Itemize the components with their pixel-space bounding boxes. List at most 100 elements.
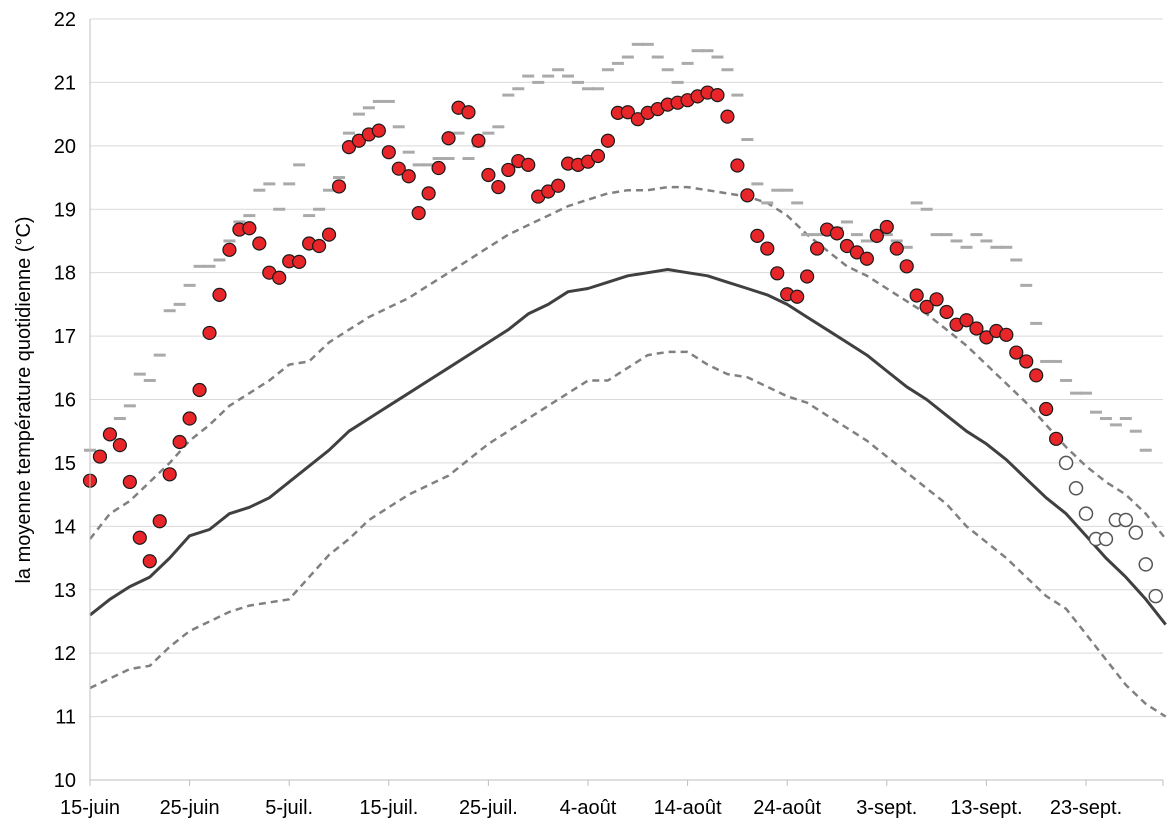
observed-point bbox=[311, 238, 327, 254]
y-tick-label: 16 bbox=[54, 390, 76, 412]
forecast-point bbox=[1138, 557, 1154, 572]
y-tick-label: 20 bbox=[54, 136, 76, 158]
observed-point bbox=[391, 161, 406, 176]
observed-point bbox=[521, 157, 536, 172]
y-tick-labels: 10 11 12 13 14 15 16 17 18 19 20 21 22 bbox=[54, 9, 76, 792]
forecast-point bbox=[1058, 455, 1074, 471]
y-tick-label: 15 bbox=[54, 453, 76, 475]
observed-point bbox=[122, 474, 137, 490]
observed-point bbox=[849, 245, 865, 260]
x-tick-label: 15-juin bbox=[60, 797, 120, 819]
observed-point bbox=[381, 145, 396, 160]
forecast-point bbox=[1128, 525, 1144, 540]
observed-point bbox=[461, 105, 476, 120]
gridlines bbox=[90, 18, 1163, 718]
observed-point bbox=[770, 266, 785, 281]
observed-point bbox=[351, 133, 367, 148]
observed-point bbox=[959, 313, 974, 328]
observed-point bbox=[600, 133, 616, 148]
series-markers bbox=[82, 42, 1163, 604]
observed-point bbox=[551, 178, 566, 193]
observed-point bbox=[1009, 345, 1024, 360]
observed-point bbox=[1049, 431, 1064, 446]
bound-line bbox=[89, 350, 1167, 718]
observed-point bbox=[501, 162, 516, 178]
observed-point bbox=[272, 270, 287, 285]
observed-point bbox=[879, 219, 894, 235]
x-tick-label: 23-sept. bbox=[1050, 797, 1122, 819]
observed-point bbox=[132, 530, 147, 545]
observed-point bbox=[421, 186, 436, 201]
observed-point bbox=[839, 238, 855, 254]
observed-point bbox=[491, 179, 506, 195]
observed-point bbox=[242, 221, 257, 236]
observed-point bbox=[919, 299, 934, 315]
observed-point bbox=[909, 288, 924, 303]
observed-point bbox=[620, 105, 635, 120]
observed-point bbox=[441, 131, 456, 146]
forecast-point bbox=[1098, 531, 1114, 547]
axes bbox=[89, 19, 1164, 786]
observed-point bbox=[730, 158, 745, 173]
y-tick-label: 12 bbox=[54, 643, 76, 665]
observed-point bbox=[212, 287, 227, 302]
x-tick-label: 15-juil. bbox=[359, 797, 418, 819]
observed-point bbox=[292, 254, 307, 269]
y-tick-label: 10 bbox=[54, 770, 76, 792]
observed-point bbox=[202, 325, 217, 341]
observed-point bbox=[92, 449, 108, 464]
observed-point bbox=[590, 148, 606, 164]
forecast-point bbox=[1148, 588, 1163, 604]
x-tick-label: 13-sept. bbox=[950, 797, 1022, 819]
y-tick-label: 13 bbox=[54, 580, 76, 602]
observed-point bbox=[969, 321, 984, 336]
mean-line bbox=[89, 268, 1167, 626]
observed-point bbox=[182, 411, 197, 426]
observed-point bbox=[899, 259, 914, 274]
x-tick-label: 25-juil. bbox=[459, 797, 518, 819]
observed-point bbox=[112, 438, 127, 453]
observed-point bbox=[809, 241, 825, 256]
y-tick-label: 14 bbox=[54, 516, 76, 538]
x-tick-label: 5-juil. bbox=[265, 797, 313, 819]
observed-point bbox=[401, 169, 416, 184]
observed-point bbox=[710, 87, 725, 103]
observed-point bbox=[929, 292, 944, 307]
observed-point bbox=[889, 241, 904, 256]
observed-point bbox=[331, 179, 347, 194]
observed-point bbox=[471, 133, 486, 148]
observed-point bbox=[411, 205, 426, 221]
series-lines bbox=[89, 185, 1167, 718]
observed-point bbox=[630, 112, 645, 127]
observed-point bbox=[999, 327, 1014, 342]
observed-point bbox=[162, 467, 177, 482]
forecast-point bbox=[1118, 512, 1134, 528]
x-tick-label: 25-juin bbox=[160, 797, 220, 819]
observed-point bbox=[192, 382, 207, 398]
observed-point bbox=[1029, 368, 1044, 383]
observed-point bbox=[720, 109, 735, 124]
forecast-point bbox=[1078, 506, 1094, 521]
observed-point bbox=[1019, 354, 1034, 369]
observed-point bbox=[371, 123, 386, 138]
observed-point bbox=[760, 241, 775, 256]
observed-point bbox=[172, 434, 187, 450]
x-tick-label: 3-sept. bbox=[856, 797, 917, 819]
y-tick-label: 17 bbox=[54, 326, 76, 348]
x-tick-label: 4-août bbox=[560, 797, 617, 819]
bound-line bbox=[89, 185, 1167, 540]
y-tick-label: 21 bbox=[54, 72, 76, 94]
observed-point bbox=[152, 514, 167, 529]
x-tick-label: 14-août bbox=[654, 797, 722, 819]
observed-point bbox=[252, 236, 267, 251]
y-tick-label: 11 bbox=[55, 707, 76, 729]
y-tick-label: 22 bbox=[54, 9, 76, 31]
observed-point bbox=[859, 251, 874, 266]
observed-point bbox=[341, 140, 357, 155]
observed-point bbox=[800, 269, 815, 284]
observed-point bbox=[869, 228, 884, 243]
observed-point bbox=[481, 167, 496, 183]
observed-point bbox=[1039, 401, 1054, 417]
y-axis-title: la moyenne température quotidienne (°C) bbox=[13, 216, 35, 583]
